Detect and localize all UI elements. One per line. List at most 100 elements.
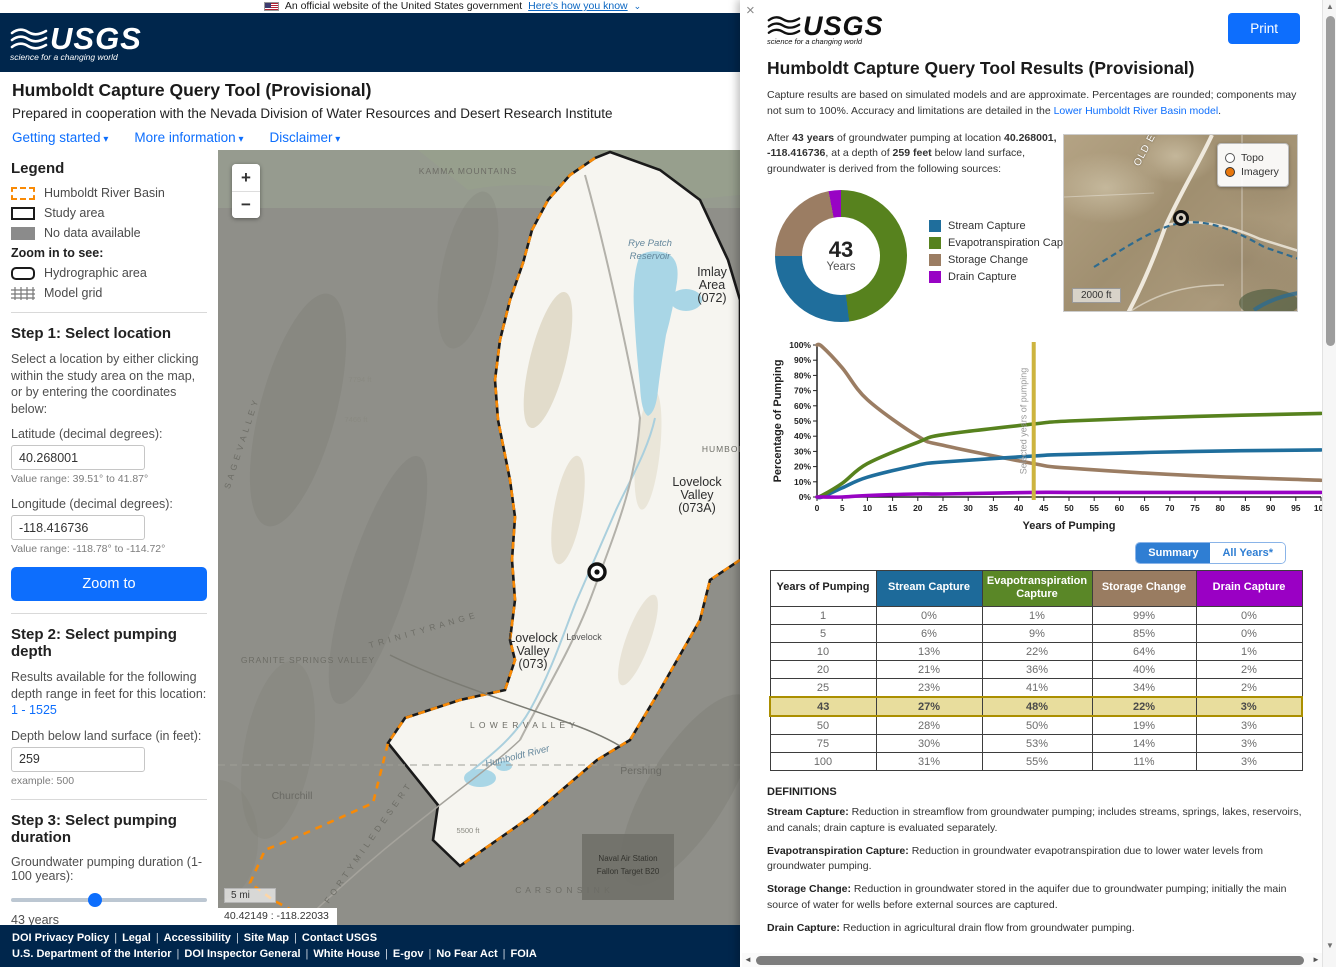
svg-text:90: 90 — [1266, 503, 1276, 513]
vertical-scrollbar[interactable]: ▲ ▼ — [1322, 0, 1336, 967]
footer-separator: | — [305, 948, 309, 960]
footer-link[interactable]: Legal — [122, 932, 151, 944]
footer-separator: | — [155, 932, 159, 944]
footer-link[interactable]: DOI Inspector General — [184, 948, 301, 960]
map-label: HUMBOL — [702, 444, 740, 454]
map-label: Naval Air Station Fallon Target B20 — [597, 854, 660, 876]
footer-link[interactable]: Contact USGS — [301, 932, 378, 944]
chevron-down-icon: ⌄ — [633, 1, 642, 11]
duration-slider[interactable] — [11, 892, 207, 907]
series-drain-capture — [815, 490, 1322, 499]
nav-item-getting-started[interactable]: Getting started ▾ — [12, 130, 109, 145]
us-flag-icon — [263, 2, 279, 11]
scroll-down-arrow[interactable]: ▼ — [1326, 941, 1334, 950]
footer-link[interactable]: FOIA — [510, 948, 537, 960]
svg-text:50: 50 — [1064, 503, 1074, 513]
scroll-right-arrow[interactable]: ► — [1312, 955, 1320, 964]
usgs-logo[interactable]: USGS science for a changing world — [10, 23, 142, 62]
horizontal-scrollbar[interactable]: ◄ ► — [742, 953, 1322, 967]
footer-link[interactable]: U.S. Department of the Interior — [12, 948, 172, 960]
usgs-wordmark: USGS — [803, 11, 884, 41]
series-evapotranspiration-capture — [815, 411, 1322, 499]
footer-separator: | — [294, 932, 297, 944]
table-cell: 53% — [981, 734, 1093, 753]
depth-label: Depth below land surface (in feet): — [11, 728, 202, 743]
vertical-scroll-thumb[interactable] — [1325, 16, 1335, 346]
sidebar: Legend Humboldt River Basin Study area No … — [0, 150, 218, 925]
table-cell: 3% — [1195, 696, 1303, 717]
results-panel: × USGS science for a changing world Prin… — [740, 0, 1322, 967]
imagery-radio[interactable]: Imagery — [1225, 166, 1281, 178]
donut-center: 43 Years — [802, 216, 880, 295]
table-cell: 36% — [981, 660, 1093, 679]
map-canvas[interactable]: KAMMA MOUNTAINS Rye Patch Reservoir Imlay Ar… — [218, 150, 740, 925]
svg-text:40%: 40% — [794, 431, 811, 441]
basemap-switcher: Topo Imagery — [1217, 142, 1289, 187]
table-cell: 22% — [981, 642, 1093, 661]
nav-item-disclaimer[interactable]: Disclaimer ▾ — [269, 130, 341, 145]
table-cell: 0% — [1195, 606, 1303, 625]
svg-text:45: 45 — [1039, 503, 1049, 513]
scroll-up-arrow[interactable]: ▲ — [1326, 2, 1334, 11]
summary-toggle-button[interactable]: Summary — [1136, 542, 1211, 563]
scroll-left-arrow[interactable]: ◄ — [744, 955, 752, 964]
svg-text:Percentage of Pumping: Percentage of Pumping — [772, 359, 784, 482]
close-icon[interactable]: × — [746, 2, 755, 19]
slider-track[interactable] — [11, 897, 207, 902]
zoom-to-button[interactable]: Zoom to — [11, 567, 207, 601]
svg-text:10%: 10% — [794, 476, 811, 486]
table-cell: 10 — [769, 642, 877, 661]
map-label: Churchill — [272, 790, 313, 802]
footer-separator: | — [235, 932, 239, 944]
legend-zoom-items: Hydrographic area Model grid — [11, 266, 207, 300]
map-label: Imlay Area (072) — [697, 265, 728, 305]
footer-link[interactable]: DOI Privacy Policy — [12, 932, 110, 944]
map-label: 7466 ft — [345, 415, 369, 424]
chevron-down-icon: ▾ — [332, 134, 341, 145]
table-cell: 23% — [875, 678, 983, 698]
legend-item: Humboldt River Basin — [11, 186, 207, 200]
zoom-in-button[interactable]: + — [232, 164, 260, 191]
depth-range-link[interactable]: 1 - 1525 — [11, 703, 57, 717]
map-cursor-coords: 40.42149 : -118.22033 — [218, 908, 337, 925]
inline-link[interactable]: Lower Humboldt River Basin model — [1053, 104, 1219, 117]
footer-link[interactable]: No Fear Act — [436, 948, 498, 960]
print-button[interactable]: Print — [1228, 13, 1300, 44]
latitude-input[interactable] — [11, 445, 145, 470]
table-cell: 100 — [769, 752, 877, 771]
fill-gray-swatch — [11, 226, 35, 240]
results-intro-text: After 43 years of groundwater pumping at… — [767, 131, 1057, 176]
slider-thumb[interactable] — [88, 892, 103, 907]
location-minimap[interactable]: OLD EMIGRANT RD Topo Imagery 2000 ft — [1063, 133, 1298, 312]
map-zoom-control: + − — [232, 164, 260, 218]
page-subtitle: Prepared in cooperation with the Nevada … — [12, 106, 613, 121]
longitude-input[interactable] — [11, 515, 145, 540]
horizontal-scroll-thumb[interactable] — [756, 955, 1304, 965]
donut-legend-item: Drain Capture — [929, 270, 1082, 283]
zoom-out-button[interactable]: − — [232, 191, 260, 218]
svg-text:90%: 90% — [794, 355, 811, 365]
table-header: Stream Capture — [875, 569, 983, 607]
legend-item-label: Humboldt River Basin — [44, 186, 165, 200]
map-label: Lovelock — [566, 632, 602, 642]
footer-link[interactable]: Accessibility — [163, 932, 231, 944]
topo-radio[interactable]: Topo — [1225, 152, 1281, 164]
radio-selected-icon — [1225, 166, 1235, 177]
footer-link[interactable]: Site Map — [243, 932, 290, 944]
all-years-toggle-button[interactable]: All Years* — [1210, 542, 1285, 563]
svg-text:65: 65 — [1140, 503, 1150, 513]
footer-link[interactable]: White House — [313, 948, 381, 960]
duration-value: 43 years — [11, 912, 59, 926]
depth-input[interactable] — [11, 746, 145, 772]
donut-legend-item: Stream Capture — [929, 219, 1082, 232]
donut-legend-item: Evapotranspiration Capture — [929, 236, 1082, 249]
table-cell: 0% — [1195, 624, 1303, 643]
usgs-wave-icon — [767, 16, 801, 36]
table-cell: 21% — [875, 660, 983, 679]
nav-item-more-information[interactable]: More information ▾ — [134, 130, 244, 145]
depth-range-text: Results available for the following dept… — [11, 670, 207, 701]
map-label: 7794 ft — [349, 375, 373, 384]
how-you-know-link[interactable]: Here's how you know — [528, 0, 628, 12]
latitude-label: Latitude (decimal degrees): — [11, 427, 163, 441]
footer-link[interactable]: E-gov — [392, 948, 424, 960]
